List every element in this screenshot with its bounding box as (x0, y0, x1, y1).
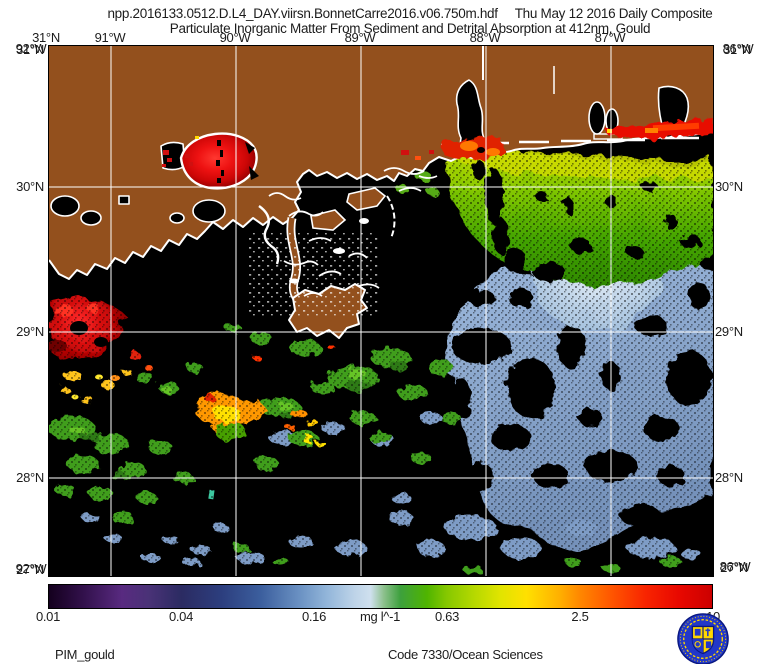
colorbar-tick-0.16: 0.16 (301, 609, 327, 624)
axis-label-88w: 88°W (469, 30, 501, 45)
colorbar-tick-0.01: 0.01 (35, 609, 61, 624)
bloom-speckles (216, 140, 259, 183)
marsh-speckle (249, 231, 379, 316)
lat-label-left-30n: 30°N (16, 179, 44, 194)
speckle-overlay-3 (49, 296, 429, 576)
marsh-island (346, 187, 387, 211)
composite-date: Thu May 12 2016 Daily Composite (514, 6, 713, 21)
colorbar-unit: mg l^-1 (359, 609, 401, 624)
title-line-1: npp.2016133.0512.D.L4_DAY.viirsn.BonnetC… (60, 6, 760, 21)
colorbar-tick-0.63: 0.63 (434, 609, 460, 624)
footer-right-block: Code 7330/Ocean Sciences Naval Research … (388, 616, 543, 664)
maurepas-red-specks (162, 150, 172, 167)
axis-label-90w: 90°W (219, 30, 251, 45)
dataset-filename: npp.2016133.0512.D.L4_DAY.viirsn.BonnetC… (107, 6, 498, 21)
lat-label-right-28n: 28°N (715, 470, 743, 485)
org-code: Code 7330/Ocean Sciences (388, 647, 543, 662)
corner-label-top-left: 31°N 92°W (15, 41, 47, 57)
title-line-2: Particulate Inorganic Matter From Sedime… (169, 21, 651, 36)
satellite-map (47, 45, 714, 577)
axis-label-89w: 89°W (344, 30, 376, 45)
pim-map-svg (47, 46, 714, 576)
colorbar-tick-2.5: 2.5 (571, 609, 589, 624)
white-lake (50, 195, 80, 217)
product-id: PIM_gould (55, 647, 115, 662)
lat-label-right-30n: 30°N (715, 179, 743, 194)
lat-label-right-29n: 29°N (715, 324, 743, 339)
speckle-overlay-2 (429, 316, 713, 566)
coastal-red-strips (401, 118, 713, 160)
axis-label-91w: 91°W (94, 30, 126, 45)
speckle-overlay (434, 146, 713, 316)
footer-left-block: PIM_gould BonnetCarre2016 (VIIRSN-npp) V… (55, 616, 231, 664)
axis-label-87w: 87°W (594, 30, 626, 45)
colorbar (48, 584, 713, 609)
corner-label-bottom-right: 27°N 86°W (719, 559, 751, 575)
nrl-seal-logo (677, 613, 729, 664)
pascagoula-bay (588, 101, 606, 135)
colorbar-tick-0.04: 0.04 (168, 609, 194, 624)
graticule (49, 46, 713, 576)
lake-salvador (192, 199, 226, 223)
corner-label-bottom-left: 27°N 92°W (15, 561, 47, 577)
axis-label-31n: 31°N (32, 30, 60, 45)
lat-label-left-28n: 28°N (16, 470, 44, 485)
chandeleur-islands (386, 195, 396, 239)
corner-label-top-right: 31°N 86°W (722, 41, 754, 57)
lat-label-left-29n: 29°N (16, 324, 44, 339)
